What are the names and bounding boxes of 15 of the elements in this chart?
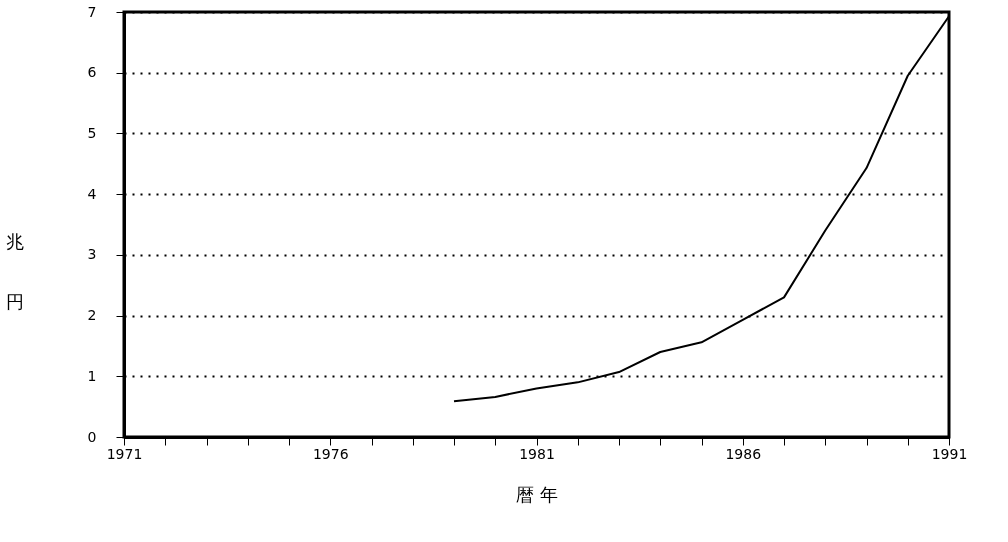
y-tick-label: 7	[87, 3, 97, 20]
x-tick-label: 1971	[106, 445, 143, 462]
y-tick-label: 4	[87, 185, 97, 202]
y-tick-label: 5	[87, 124, 97, 141]
x-tick-label: 1976	[312, 445, 349, 462]
y-tick-label: 1	[87, 367, 97, 384]
y-tick-label: 3	[87, 246, 97, 263]
y-tick-label: 2	[87, 307, 97, 324]
x-tick-label: 1991	[931, 445, 968, 462]
x-tick-label: 1981	[519, 445, 555, 462]
text: 兆円	[5, 230, 24, 312]
y-tick-label: 6	[87, 64, 97, 81]
x-axis-title: 暦 年	[516, 483, 558, 505]
y-tick-label: 0	[87, 428, 97, 445]
x-tick-label: 1986	[725, 445, 762, 462]
